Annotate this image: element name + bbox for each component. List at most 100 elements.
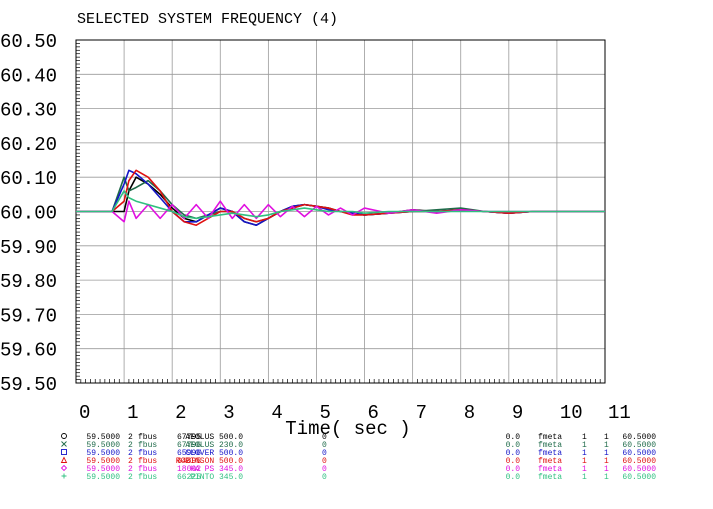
legend-field: 60.5000 (622, 441, 656, 450)
legend-field: 0.0 (506, 441, 521, 450)
legend-field: 59.5000 (86, 465, 120, 474)
legend-name: HA PS 345.0 (190, 465, 243, 474)
legend-field: fmeta (538, 473, 562, 482)
legend-symbol (61, 449, 67, 455)
legend-field: 1 (582, 465, 587, 474)
series-line (76, 176, 605, 223)
x-tick-label: 9 (512, 402, 523, 424)
legend-field: 1 (604, 449, 609, 458)
legend-field: 0 (322, 457, 327, 466)
legend-field: fbus (138, 465, 157, 474)
legend-field: 0 (322, 441, 327, 450)
legend-field: 67796 (177, 441, 201, 450)
x-tick-label: 2 (175, 402, 186, 424)
legend-field: fbus (138, 433, 157, 442)
legend-field: 2 (128, 441, 133, 450)
legend-field: 1 (604, 441, 609, 450)
x-tick-label: 8 (464, 402, 475, 424)
y-tick-label: 59.70 (0, 305, 57, 327)
legend-field: 59.5000 (86, 473, 120, 482)
legend-field: 0.0 (506, 465, 521, 474)
series-line (76, 190, 605, 220)
legend-field: 0 (322, 465, 327, 474)
legend-field: 59.5000 (86, 449, 120, 458)
legend-field: 1 (604, 465, 609, 474)
legend-field: 59.5000 (86, 433, 120, 442)
legend-field: 0 (322, 473, 327, 482)
chart-title: SELECTED SYSTEM FREQUENCY (4) (77, 11, 338, 28)
y-tick-label: 59.80 (0, 271, 57, 293)
x-tick-label: 4 (271, 402, 282, 424)
legend-symbol (61, 441, 67, 447)
y-tick-label: 60.10 (0, 168, 57, 190)
legend-field: 0 (322, 433, 327, 442)
y-tick-label: 60.50 (0, 31, 57, 53)
y-tick-label: 60.40 (0, 65, 57, 87)
legend-field: 1 (582, 457, 587, 466)
legend-field: fmeta (538, 433, 562, 442)
legend-name: PINTO 345.0 (190, 473, 243, 482)
legend-field: 0.0 (506, 433, 521, 442)
x-tick-label: 6 (368, 402, 379, 424)
legend-field: 0 (322, 449, 327, 458)
y-tick-label: 60.20 (0, 134, 57, 156)
legend-field: 1 (582, 473, 587, 482)
legend-field: 60.5000 (622, 473, 656, 482)
x-tick-label: 3 (223, 402, 234, 424)
legend-field: 0.0 (506, 473, 521, 482)
legend-field: 1 (582, 441, 587, 450)
legend-field: 2 (128, 473, 133, 482)
series-line (76, 200, 605, 223)
legend-name: ROBINSON 500.0 (176, 457, 243, 466)
x-tick-label: 1 (127, 402, 138, 424)
x-tick-label: 10 (560, 402, 583, 424)
x-tick-label: 7 (416, 402, 427, 424)
legend-name: AEOLUS 500.0 (185, 433, 243, 442)
legend-field: 18002 (177, 465, 201, 474)
legend-field: fmeta (538, 457, 562, 466)
legend-field: 59.5000 (86, 457, 120, 466)
legend-field: 64895 (177, 457, 201, 466)
legend-field: 0.0 (506, 449, 521, 458)
y-tick-label: 60.30 (0, 100, 57, 122)
legend-field: fmeta (538, 449, 562, 458)
legend-field: 59.5000 (86, 441, 120, 450)
legend-field: 65996 (177, 449, 201, 458)
legend-field: 1 (604, 473, 609, 482)
legend-field: 2 (128, 449, 133, 458)
legend-field: 1 (582, 433, 587, 442)
legend-field: fmeta (538, 441, 562, 450)
y-tick-label: 60.00 (0, 203, 57, 225)
legend-symbol (60, 464, 68, 472)
legend-field: fbus (138, 473, 157, 482)
legend-field: 1 (604, 457, 609, 466)
legend-field: 1 (582, 449, 587, 458)
legend-field: 0.0 (506, 457, 521, 466)
legend-field: 60.5000 (622, 449, 656, 458)
legend-field: 60.5000 (622, 457, 656, 466)
legend-field: 66225 (177, 473, 201, 482)
y-tick-label: 59.90 (0, 237, 57, 259)
legend-field: 60.5000 (622, 433, 656, 442)
legend-name: AEOLUS 230.0 (185, 441, 243, 450)
legend-field: fbus (138, 441, 157, 450)
legend-field: 1 (604, 433, 609, 442)
legend-field: 2 (128, 433, 133, 442)
x-tick-label: 5 (319, 402, 330, 424)
series-line (76, 169, 605, 227)
legend-symbol (60, 456, 68, 463)
legend-field: 67795 (177, 433, 201, 442)
x-tick-label: 0 (79, 402, 90, 424)
x-tick-label: 11 (608, 402, 631, 424)
legend-symbol (61, 433, 67, 439)
y-tick-label: 59.50 (0, 374, 57, 396)
x-axis-label: Time( sec ) (285, 418, 410, 440)
legend-field: 60.5000 (622, 465, 656, 474)
legend-field: fbus (138, 457, 157, 466)
y-tick-label: 59.60 (0, 340, 57, 362)
legend-name: CLOVER 500.0 (185, 449, 243, 458)
legend-field: 2 (128, 457, 133, 466)
series-line (76, 169, 605, 227)
legend-symbol (61, 473, 67, 479)
